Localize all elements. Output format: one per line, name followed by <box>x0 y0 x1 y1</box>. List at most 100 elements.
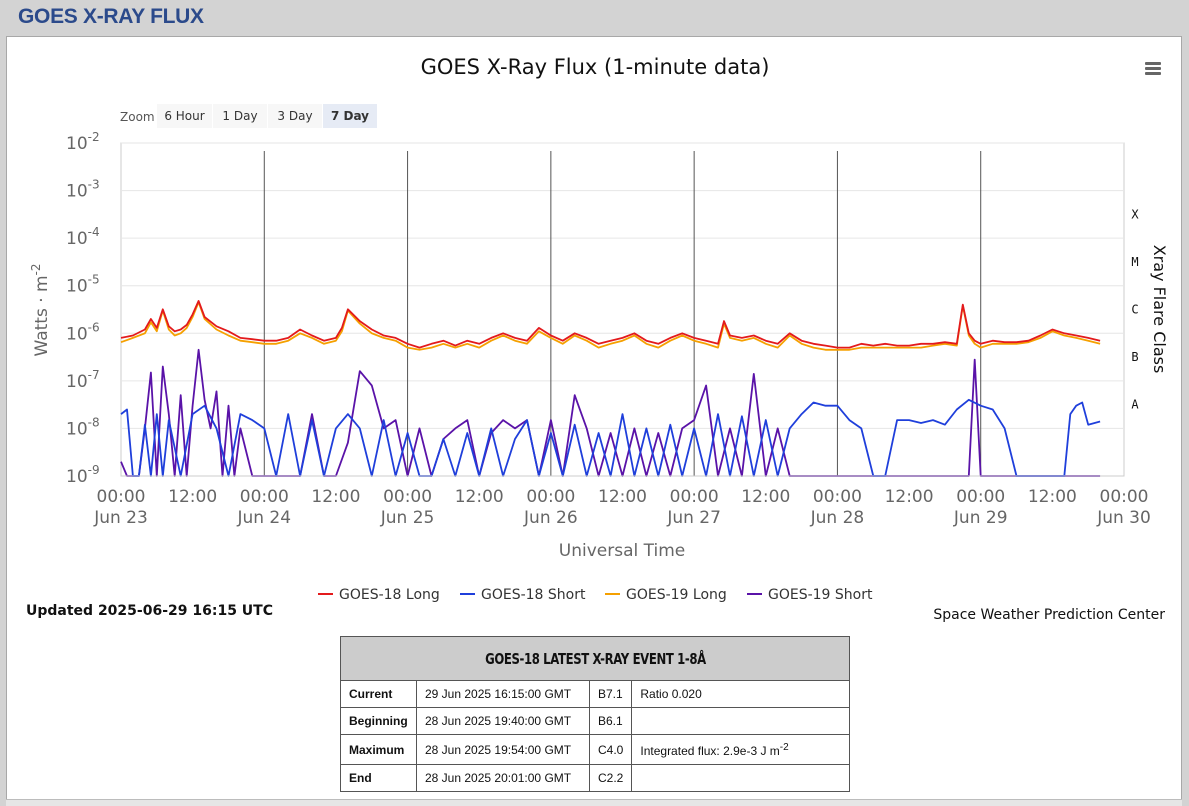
event-class-text: C4.0 <box>598 742 624 757</box>
event-row-label-text: Beginning <box>349 714 408 728</box>
event-row-label-text: Current <box>349 687 393 701</box>
y-tick-exp: -4 <box>88 225 100 239</box>
x-tick-date: Jun 23 <box>93 508 148 528</box>
x-tick-label: 12:00 <box>455 487 504 507</box>
event-row-label-text: Maximum <box>349 742 405 757</box>
event-class: B6.1 <box>588 707 633 735</box>
updated-timestamp: Updated 2025-06-29 16:15 UTC <box>26 603 273 619</box>
zoom-button-bg <box>323 104 377 128</box>
y-tick-exp: -2 <box>88 130 100 144</box>
y-tick-label: 10-7 <box>66 368 100 392</box>
y-tick-base: 10 <box>66 229 88 249</box>
legend-label: GOES-18 Long <box>339 587 440 603</box>
x-tick-label: 12:00 <box>885 487 934 507</box>
legend-label: GOES-18 Short <box>481 587 586 603</box>
event-class-text: B6.1 <box>598 714 623 728</box>
x-tick-label: 00:00 <box>526 487 575 507</box>
zoom-button-text: 6 Hour <box>164 109 204 123</box>
y-tick-base: 10 <box>66 277 88 297</box>
flare-class-label: M <box>1131 255 1138 269</box>
app-title: GOES X-RAY FLUX <box>18 5 204 28</box>
legend-item-goes-19-short[interactable]: GOES-19 Short <box>747 587 873 603</box>
zoom-button-1-day[interactable]: 1 Day <box>213 104 267 128</box>
zoom-button-text: 1 Day <box>222 109 257 123</box>
flare-class-label: X <box>1131 207 1139 221</box>
zoom-button-text: 3 Day <box>277 109 312 123</box>
event-row-label: Maximum <box>340 734 417 765</box>
y-tick-exp: -6 <box>88 320 100 334</box>
x-tick-date: Jun 24 <box>236 508 291 528</box>
event-class: C4.0 <box>588 734 633 765</box>
legend-label: GOES-19 Short <box>768 587 873 603</box>
y-tick-label: 10-5 <box>66 273 100 297</box>
legend-label: GOES-19 Long <box>626 587 727 603</box>
zoom-button-7-day[interactable]: 7 Day <box>323 104 377 128</box>
plot-background <box>120 142 1125 477</box>
y-axis-title-exp: -2 <box>29 263 43 275</box>
x-tick-label: 00:00 <box>383 487 432 507</box>
event-time: 28 Jun 2025 20:01:00 GMT <box>416 764 590 792</box>
y-axis-title-text: Watts · m <box>32 275 52 356</box>
event-note: Integrated flux: 2.9e-3 J m-2 <box>631 734 850 765</box>
event-table-title-text: GOES-18 LATEST X-RAY EVENT 1-8Å <box>484 649 706 668</box>
top-bar: GOES X-RAY FLUX <box>0 0 1189 36</box>
x-tick-label: 00:00 <box>813 487 862 507</box>
y-tick-base: 10 <box>66 467 88 487</box>
x-tick-label: 00:00 <box>956 487 1005 507</box>
event-time-text: 28 Jun 2025 19:40:00 GMT <box>425 714 572 728</box>
event-time-text: 28 Jun 2025 19:54:00 GMT <box>425 742 572 757</box>
y-tick-exp: -3 <box>88 178 100 192</box>
event-class: C2.2 <box>588 764 633 792</box>
x-tick-label: 00:00 <box>97 487 146 507</box>
event-note <box>631 707 850 735</box>
event-table-title: GOES-18 LATEST X-RAY EVENT 1-8Å <box>340 636 850 681</box>
event-note: Ratio 0.020 <box>631 680 850 708</box>
event-row-beginning: Beginning 28 Jun 2025 19:40:00 GMT B6.1 <box>340 707 850 735</box>
y-tick-exp: -5 <box>88 273 100 287</box>
series-line-goes-19-long <box>120 301 1101 351</box>
x-tick-label: 12:00 <box>1028 487 1077 507</box>
x-tick-label: 12:00 <box>741 487 790 507</box>
legend-item-goes-18-short[interactable]: GOES-18 Short <box>460 587 586 603</box>
y-tick-label: 10-8 <box>66 415 100 439</box>
y-tick-base: 10 <box>66 134 88 154</box>
event-row-current: Current 29 Jun 2025 16:15:00 GMT B7.1 Ratio… <box>340 680 850 708</box>
x-tick-date: Jun 25 <box>380 508 435 528</box>
event-row-end: End 28 Jun 2025 20:01:00 GMT C2.2 <box>340 764 850 792</box>
zoom-button-6-hour[interactable]: 6 Hour <box>157 104 212 128</box>
event-class-text: B7.1 <box>598 687 623 701</box>
y-tick-exp: -9 <box>88 463 100 477</box>
event-time: 28 Jun 2025 19:40:00 GMT <box>416 707 590 735</box>
flare-class-label: B <box>1131 350 1138 364</box>
event-row-label: Current <box>340 680 417 708</box>
flare-class-label: C <box>1131 303 1138 317</box>
x-tick-date: Jun 28 <box>810 508 865 528</box>
series-line-goes-18-short <box>120 398 1101 477</box>
y-axis-title: Watts · m-2 <box>29 263 52 356</box>
x-tick-label: 12:00 <box>311 487 360 507</box>
y-tick-label: 10-6 <box>66 320 100 344</box>
x-tick-label: 12:00 <box>168 487 217 507</box>
x-tick-label: 00:00 <box>670 487 719 507</box>
event-note-text: Ratio 0.020 <box>640 687 702 701</box>
x-tick-date: Jun 30 <box>1096 508 1151 528</box>
credit-text: Space Weather Prediction Center <box>933 607 1165 623</box>
menu-icon[interactable] <box>1145 62 1161 76</box>
legend-item-goes-18-long[interactable]: GOES-18 Long <box>318 587 440 603</box>
zoom-button-3-day[interactable]: 3 Day <box>268 104 322 128</box>
event-row-label-text: End <box>349 771 372 785</box>
y-tick-base: 10 <box>66 182 88 202</box>
x-tick-label: 00:00 <box>1100 487 1149 507</box>
plot-area <box>120 142 1125 477</box>
x-tick-date: Jun 29 <box>953 508 1008 528</box>
x-tick-date: Jun 27 <box>666 508 721 528</box>
zoom-button-text: 7 Day <box>331 109 369 123</box>
y-tick-exp: -7 <box>88 368 100 382</box>
series-line-goes-18-long <box>120 300 1101 349</box>
event-note <box>631 764 850 792</box>
legend-item-goes-19-long[interactable]: GOES-19 Long <box>605 587 727 603</box>
event-class: B7.1 <box>588 680 633 708</box>
y-tick-exp: -8 <box>88 415 100 429</box>
event-row-label: End <box>340 764 417 792</box>
